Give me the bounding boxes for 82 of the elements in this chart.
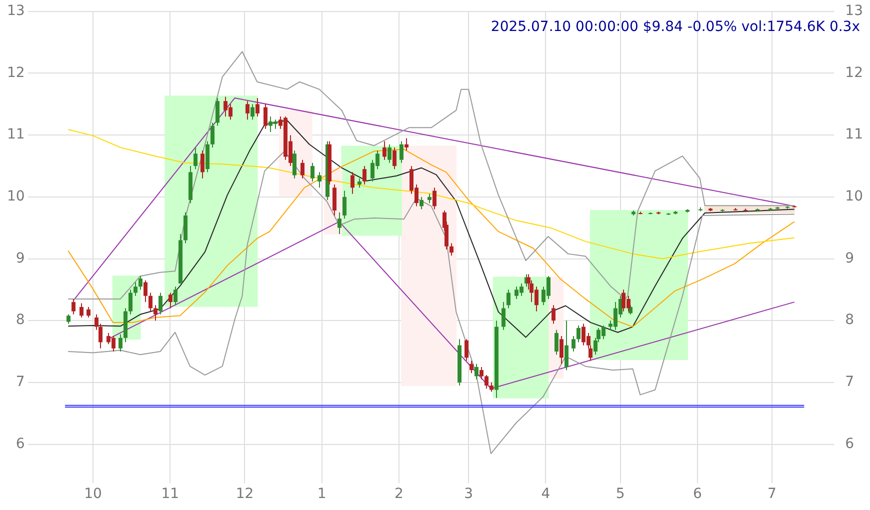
y2-tick-label: 10 [845,188,864,205]
candlestick [250,104,254,120]
candlestick [362,166,366,186]
x-tick-label: 4 [541,486,550,502]
candlestick [310,162,314,182]
y2-tick-label: 9 [845,250,854,266]
x-tick-label: 11 [161,486,180,502]
candlestick [404,138,408,152]
x-tick-label: 10 [84,486,102,502]
candlestick [432,187,436,210]
candlestick [66,314,70,324]
y2-tick-label: 7 [845,374,854,390]
x-tick-label: 3 [464,486,474,502]
candlestick [506,289,510,309]
candlestick [392,146,396,170]
candlestick [138,276,142,290]
candlestick [246,100,250,120]
y-tick-label: 7 [16,374,25,390]
y-tick-label: 10 [6,188,25,205]
candlestick [572,336,576,352]
y-tick-label: 11 [6,126,25,143]
y-tick-label: 13 [6,3,25,20]
y-tick-label: 12 [6,64,25,81]
candlestick [350,172,354,194]
y-tick-label: 6 [16,436,25,452]
candlestick [484,374,488,390]
x-tick-label: 12 [236,486,254,502]
candlestick [144,280,148,303]
candlestick [382,140,386,160]
candlestick [554,329,558,356]
text: 2025.07.10 00:00:00 $9.84 -0.05% vol:1754.6K 0.3x [490,19,860,36]
candlestick [428,193,432,204]
candlestick [400,140,404,164]
candlestick [564,320,568,371]
candlestick [264,104,268,130]
candlestick [80,302,84,318]
candlestick [210,122,214,148]
y2-tick-label: 11 [845,126,864,143]
x-tick-label: 7 [768,486,776,502]
x-tick-label: 2 [394,486,404,502]
candlestick [300,159,304,179]
candlestick [86,306,90,318]
candlestick [256,97,260,118]
candlestick [420,196,424,210]
candlestick [200,150,204,179]
x-tick-label: 1 [317,486,326,502]
candlestick [470,360,474,374]
candlestick [338,212,342,235]
y2-tick-label: 13 [845,3,864,20]
candlestick [216,97,220,126]
candlestick [450,242,454,256]
candlestick [292,150,296,179]
candlestick [480,366,484,380]
candlestick [148,292,152,312]
y-tick-label: 9 [16,250,25,266]
x-tick-label: 5 [616,486,625,502]
candlestick [502,302,506,330]
y2-tick-label: 8 [845,312,854,328]
candlestick [128,289,132,315]
y2-tick-label: 12 [845,64,864,81]
candlestick [332,184,336,216]
x-tick-label: 6 [692,486,702,502]
candlestick [342,190,346,220]
candlestick [388,144,392,164]
y2-tick-label: 6 [845,436,854,452]
candlestick [560,336,564,364]
candlestick [490,382,494,392]
candlestick [194,146,198,170]
candlestick [154,304,158,322]
candlestick [318,172,322,188]
candlestick [576,325,580,343]
candlestick [474,363,478,380]
candlestick [72,298,76,315]
candlestick [158,292,162,315]
candlestick [174,286,178,306]
candlestick [552,304,556,324]
candlestick [464,338,468,362]
y-tick-label: 8 [16,312,25,328]
candlestick [118,334,122,352]
candlestick [134,282,138,296]
candlestick [358,178,362,188]
candlestick [168,292,172,309]
